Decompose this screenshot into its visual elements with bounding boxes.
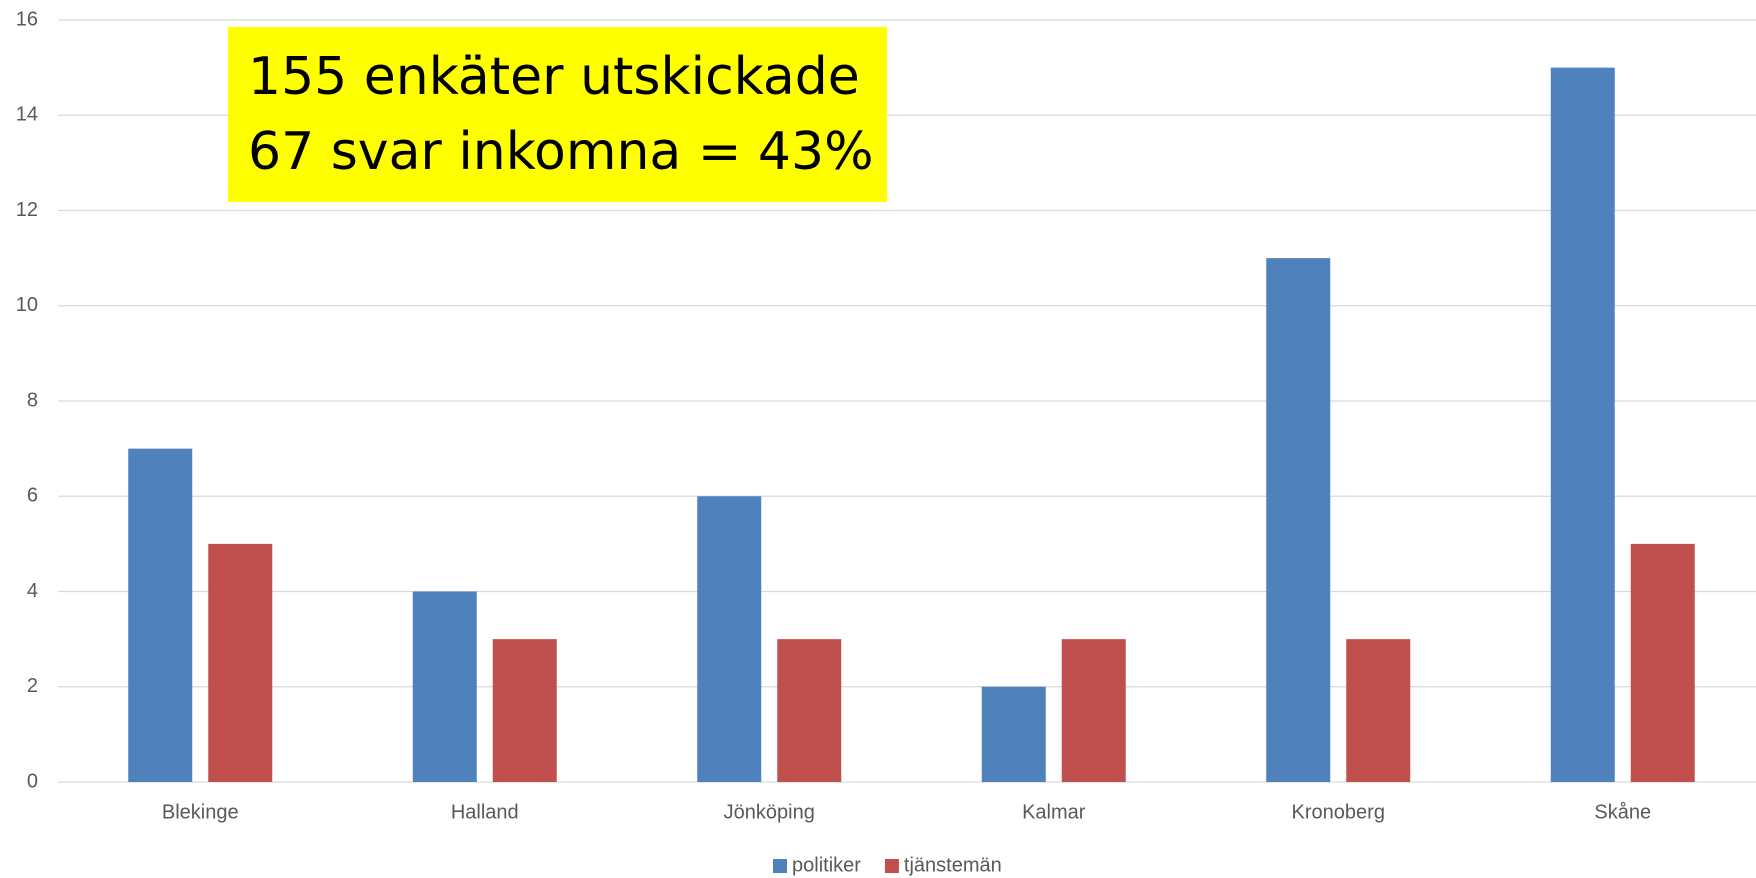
legend-label: politiker [792,854,861,876]
x-tick-label: Kronoberg [1292,801,1385,823]
legend-label: tjänstemän [904,854,1002,876]
y-tick-label: 14 [16,104,38,126]
x-tick-label: Kalmar [1022,801,1086,823]
legend-swatch [773,859,787,873]
annotation-box [228,27,887,202]
y-tick-label: 12 [16,199,38,221]
x-tick-label: Skåne [1594,801,1651,823]
bar [412,591,477,782]
x-tick-label: Halland [451,801,519,823]
bar [1346,639,1411,782]
bar [1630,543,1695,782]
y-tick-label: 6 [27,485,38,507]
bar [208,543,273,782]
legend-swatch [884,859,899,873]
x-tick-label: Blekinge [162,801,239,823]
bar [1061,639,1126,782]
y-tick-label: 8 [27,389,38,411]
annotation: 155 enkäter utskickade [248,47,860,107]
bar [1550,67,1615,782]
y-tick-label: 10 [16,294,38,316]
y-tick-label: 2 [27,675,38,697]
bar [697,496,762,782]
annotation: 67 svar inkomna = 43% [248,122,874,182]
bar [128,448,193,782]
bar [777,639,842,782]
y-tick-label: 16 [16,8,38,30]
bar [492,639,557,782]
bar [1266,258,1331,782]
x-tick-label: Jönköping [724,801,815,823]
y-tick-label: 4 [27,580,38,602]
bar [981,686,1046,782]
y-tick-label: 0 [27,770,38,792]
